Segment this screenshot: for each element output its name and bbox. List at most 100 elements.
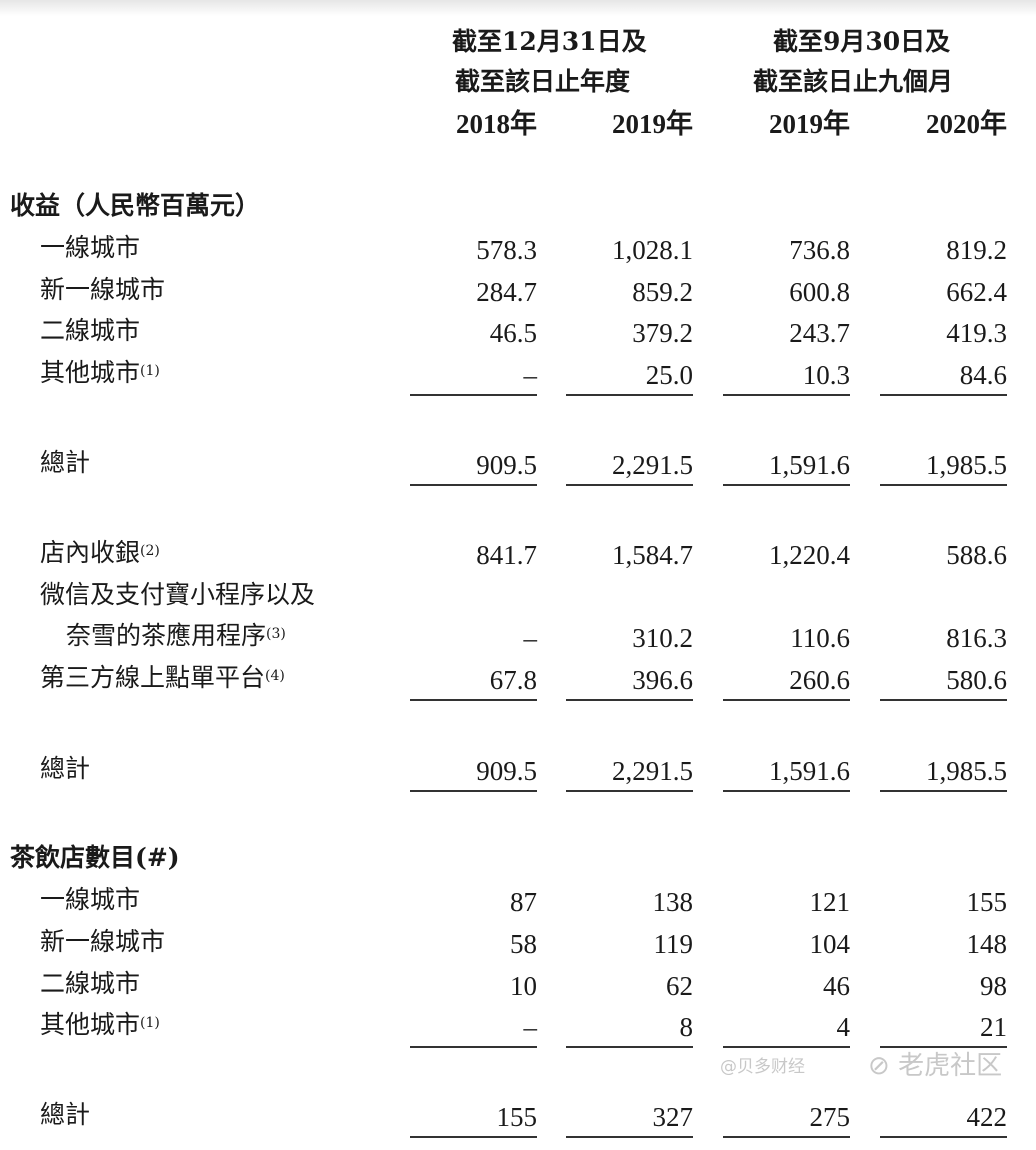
cell-value: 588.6: [946, 540, 1007, 570]
cell-value: 379.2: [632, 318, 693, 348]
cell-value: 84.6: [959, 360, 1007, 390]
row-label-text: 總計: [40, 448, 91, 477]
cell-value: 10: [510, 971, 537, 1001]
cell-value: 2,291.5: [612, 450, 693, 480]
underline-rule: [723, 1136, 850, 1138]
row-label: 一線城市: [40, 885, 140, 915]
underline-rule: [880, 484, 1007, 486]
underline-rule: [723, 790, 850, 792]
cell-value: 155: [966, 887, 1008, 917]
underline-rule: [410, 790, 537, 792]
underline-rule: [566, 1136, 693, 1138]
row-label-text: 其他城市: [40, 358, 141, 387]
cell-value: 859.2: [632, 277, 693, 307]
row-label-text: 二線城市: [40, 316, 141, 345]
section-title: 收益（人民幣百萬元）: [10, 191, 261, 220]
header-group2-line2: 截至該日止九個月: [753, 67, 954, 96]
row-label-text: 奈雪的茶應用程序: [66, 621, 267, 650]
row-label: 其他城市(1): [40, 1010, 160, 1040]
cell-value: 21: [980, 1012, 1007, 1042]
cell-value: 1,584.7: [612, 540, 693, 570]
cell-value: 104: [809, 929, 851, 959]
row-label-text: 一線城市: [40, 885, 141, 914]
cell-value: 578.3: [476, 235, 537, 265]
cell-value: 98: [980, 971, 1007, 1001]
row-label: 其他城市(1): [40, 358, 160, 388]
row-label: 二線城市: [40, 969, 140, 999]
cell-value: 1,591.6: [769, 450, 850, 480]
cell-value: 25.0: [645, 360, 693, 390]
row-label-text: 總計: [40, 754, 91, 783]
underline-rule: [880, 1046, 1007, 1048]
cell-value: 260.6: [789, 665, 850, 695]
cell-value: 327: [652, 1102, 694, 1132]
underline-rule: [880, 394, 1007, 396]
cell-value: 4: [836, 1012, 851, 1042]
row-label-text: 一線城市: [40, 233, 141, 262]
row-label-text: 第三方線上點單平台: [40, 663, 266, 692]
cell-value: 310.2: [632, 623, 693, 653]
underline-rule: [880, 1136, 1007, 1138]
cell-value: 816.3: [946, 623, 1007, 653]
underline-rule: [880, 790, 1007, 792]
underline-rule: [410, 1046, 537, 1048]
section-title: 茶飲店數目(#): [10, 843, 180, 872]
underline-rule: [566, 699, 693, 701]
row-label-text: 新一線城市: [40, 275, 166, 304]
cell-value: 155: [496, 1102, 538, 1132]
cell-value: 87: [510, 887, 537, 917]
cell-value: 736.8: [789, 235, 850, 265]
row-label-text: 二線城市: [40, 969, 141, 998]
header-group1-line1: 截至12月31日及: [452, 27, 647, 56]
underline-rule: [566, 1046, 693, 1048]
cell-value: 67.8: [489, 665, 537, 695]
cell-value: 1,028.1: [612, 235, 693, 265]
cell-value: 600.8: [789, 277, 850, 307]
year-header: 2020年: [926, 109, 1007, 139]
row-label-text: 微信及支付寶小程序以及: [40, 580, 316, 609]
cell-value: 662.4: [946, 277, 1007, 307]
cell-value: 243.7: [789, 318, 850, 348]
cell-value: 46: [823, 971, 850, 1001]
underline-rule: [566, 484, 693, 486]
underline-rule: [410, 484, 537, 486]
year-header: 2019年: [769, 109, 850, 139]
footnote-ref: (1): [140, 363, 160, 379]
cell-value: 909.5: [476, 756, 537, 786]
underline-rule: [410, 699, 537, 701]
underline-rule: [723, 699, 850, 701]
row-label: 總計: [40, 1100, 90, 1130]
cell-value: 284.7: [476, 277, 537, 307]
row-label: 奈雪的茶應用程序(3): [66, 621, 286, 651]
cell-value: 62: [666, 971, 693, 1001]
underline-rule: [410, 1136, 537, 1138]
cell-value: –: [523, 623, 538, 653]
row-label-text: 其他城市: [40, 1010, 141, 1039]
underline-rule: [566, 790, 693, 792]
cell-value: 1,591.6: [769, 756, 850, 786]
header-group2-line1: 截至9月30日及: [773, 27, 951, 56]
underline-rule: [566, 394, 693, 396]
cell-value: 1,985.5: [926, 450, 1007, 480]
row-label: 新一線城市: [40, 927, 165, 957]
cell-value: 148: [966, 929, 1008, 959]
cell-value: 1,220.4: [769, 540, 850, 570]
cell-value: 138: [652, 887, 694, 917]
row-label: 總計: [40, 448, 90, 478]
row-label: 總計: [40, 754, 90, 784]
cell-value: 419.3: [946, 318, 1007, 348]
underline-rule: [723, 394, 850, 396]
cell-value: 841.7: [476, 540, 537, 570]
watermark-author: @贝多财经: [720, 1057, 805, 1077]
footnote-ref: (4): [265, 668, 285, 684]
top-shade: [0, 0, 1036, 16]
row-label: 一線城市: [40, 233, 140, 263]
header-group1-line2: 截至該日止年度: [455, 67, 631, 96]
row-label: 二線城市: [40, 316, 140, 346]
underline-rule: [723, 1046, 850, 1048]
cell-value: 58: [510, 929, 537, 959]
cell-value: –: [523, 360, 538, 390]
cell-value: 110.6: [790, 623, 850, 653]
row-label: 第三方線上點單平台(4): [40, 663, 285, 693]
cell-value: 2,291.5: [612, 756, 693, 786]
